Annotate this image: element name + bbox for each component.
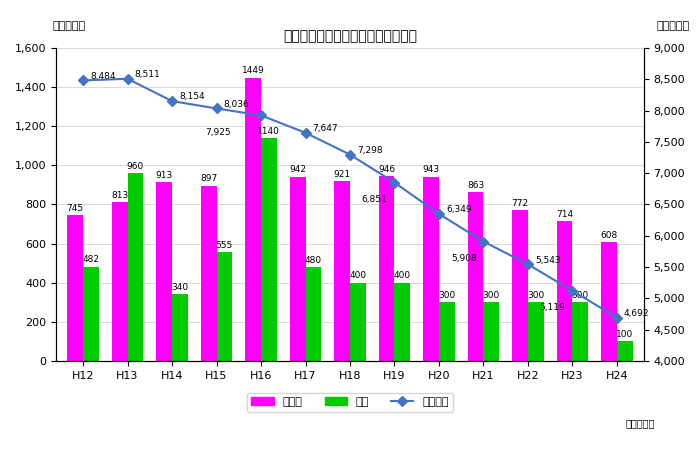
- Text: 300: 300: [482, 291, 500, 300]
- Text: 7,647: 7,647: [312, 124, 338, 133]
- Text: 863: 863: [467, 181, 484, 190]
- Text: 340: 340: [172, 283, 188, 292]
- Text: 714: 714: [556, 210, 573, 219]
- Text: 608: 608: [601, 231, 618, 240]
- Bar: [573, 302, 588, 361]
- Bar: [601, 242, 617, 361]
- Text: 300: 300: [438, 291, 456, 300]
- Bar: [617, 341, 633, 361]
- Text: 5,119: 5,119: [540, 303, 566, 312]
- Text: 8,154: 8,154: [179, 92, 204, 102]
- Text: 897: 897: [200, 174, 218, 183]
- Text: 555: 555: [216, 241, 233, 250]
- Text: 480: 480: [304, 255, 322, 265]
- Bar: [157, 182, 172, 361]
- Text: 946: 946: [378, 164, 395, 174]
- Text: 813: 813: [111, 191, 128, 200]
- Text: 8,036: 8,036: [223, 100, 249, 109]
- Bar: [112, 202, 127, 361]
- Text: 960: 960: [127, 162, 144, 171]
- Text: （百万円）: （百万円）: [657, 21, 689, 31]
- Text: （見込み）: （見込み）: [626, 418, 655, 428]
- Bar: [216, 252, 232, 361]
- Text: 400: 400: [393, 271, 411, 280]
- Text: 1140: 1140: [258, 127, 280, 136]
- Title: 【公債費と町債、町債残高の推移】: 【公債費と町債、町債残高の推移】: [283, 29, 417, 43]
- Text: 6,851: 6,851: [362, 195, 388, 204]
- Text: 5,908: 5,908: [451, 254, 477, 263]
- Text: 7,925: 7,925: [206, 128, 231, 137]
- Legend: 公債費, 町債, 町債残高: 公債費, 町債, 町債残高: [247, 393, 453, 412]
- Bar: [246, 78, 261, 361]
- Bar: [350, 283, 365, 361]
- Text: 482: 482: [83, 255, 99, 264]
- Text: 772: 772: [512, 199, 528, 207]
- Bar: [290, 177, 305, 361]
- Bar: [557, 221, 573, 361]
- Bar: [528, 302, 543, 361]
- Bar: [67, 215, 83, 361]
- Text: 300: 300: [572, 291, 589, 300]
- Bar: [305, 267, 321, 361]
- Text: 7,298: 7,298: [357, 146, 383, 155]
- Bar: [395, 283, 410, 361]
- Bar: [172, 294, 188, 361]
- Text: 942: 942: [289, 165, 306, 175]
- Bar: [335, 181, 350, 361]
- Text: 5,543: 5,543: [535, 255, 561, 265]
- Bar: [261, 138, 277, 361]
- Text: 100: 100: [616, 330, 634, 339]
- Bar: [512, 210, 528, 361]
- Text: （百万円）: （百万円）: [52, 21, 85, 31]
- Text: 921: 921: [334, 170, 351, 178]
- Text: 300: 300: [527, 291, 545, 300]
- Text: 4,692: 4,692: [624, 309, 650, 318]
- Text: 400: 400: [349, 271, 366, 280]
- Text: 8,511: 8,511: [134, 70, 160, 79]
- Text: 913: 913: [155, 171, 173, 180]
- Bar: [83, 267, 99, 361]
- Text: 1449: 1449: [242, 67, 265, 75]
- Bar: [424, 176, 439, 361]
- Bar: [127, 173, 143, 361]
- Bar: [201, 186, 216, 361]
- Text: 943: 943: [423, 165, 440, 174]
- Bar: [484, 302, 499, 361]
- Text: 8,484: 8,484: [90, 72, 116, 81]
- Text: 6,349: 6,349: [446, 205, 472, 214]
- Text: 745: 745: [66, 204, 84, 213]
- Bar: [468, 192, 484, 361]
- Bar: [379, 176, 395, 361]
- Bar: [439, 302, 454, 361]
